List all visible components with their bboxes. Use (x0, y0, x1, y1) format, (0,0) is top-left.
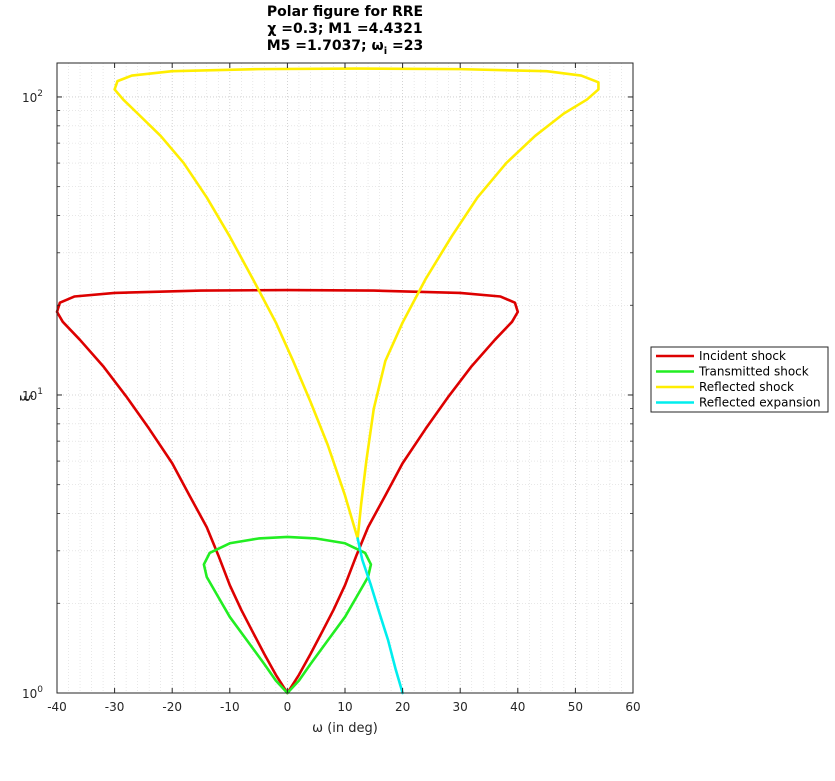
y-tick-label: 102 (22, 89, 43, 105)
title-line-3-suffix: =23 (387, 38, 423, 54)
y-tick-label: 101 (22, 387, 43, 403)
y-axis-label: ξ (19, 394, 34, 401)
x-tick-label: 10 (337, 700, 352, 714)
legend-box (650, 346, 829, 413)
y-tick-labels: 100 101 102 (22, 89, 43, 701)
y-tick-label: 100 (22, 685, 43, 701)
legend-label: Reflected shock (699, 380, 794, 394)
x-tick-labels: -40 -30 -20 -10 0 10 20 30 40 50 60 (47, 700, 640, 714)
title-line-3: M5 =1.7037; ωi =23 (267, 38, 423, 57)
x-tick-label: 20 (395, 700, 410, 714)
x-tick-label: 60 (625, 700, 640, 714)
title-line-3-subscript: i (384, 46, 387, 57)
x-tick-label: -30 (105, 700, 125, 714)
ticks (56, 63, 634, 694)
title-line-3-prefix: M5 =1.7037; ω (267, 38, 384, 54)
series-layer (55, 67, 600, 695)
legend-label: Incident shock (699, 349, 786, 363)
legend-label: Reflected expansion (699, 396, 821, 410)
series-line-reflected-shock (113, 67, 600, 540)
chart-title: Polar figure for RRE χ =0.3; M1 =4.4321 … (267, 4, 423, 57)
x-tick-label: -20 (162, 700, 182, 714)
legend-label: Transmitted shock (698, 365, 809, 379)
x-axis-label: ω (in deg) (312, 721, 378, 736)
x-tick-label: 30 (453, 700, 468, 714)
x-tick-label: 0 (284, 700, 292, 714)
series-line-reflected-expansion (356, 537, 404, 695)
grid (56, 63, 634, 694)
x-tick-label: 40 (510, 700, 525, 714)
x-tick-label: -40 (47, 700, 67, 714)
series-line-incident-shock (55, 288, 520, 695)
x-tick-label: -10 (220, 700, 240, 714)
title-line-2: χ =0.3; M1 =4.4321 (267, 21, 422, 37)
title-line-1: Polar figure for RRE (267, 4, 423, 20)
series-line-transmitted-shock (202, 535, 373, 695)
x-tick-label: 50 (568, 700, 583, 714)
